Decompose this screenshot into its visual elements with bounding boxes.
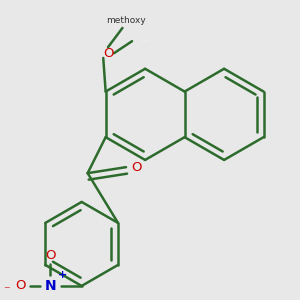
Text: O: O (103, 47, 113, 60)
Text: +: + (58, 270, 67, 280)
Text: O: O (15, 279, 26, 292)
Text: methoxy: methoxy (106, 16, 146, 25)
Text: methoxy: methoxy (143, 40, 149, 41)
Text: N: N (45, 279, 56, 293)
Text: O: O (132, 160, 142, 174)
Text: O: O (45, 249, 56, 262)
Text: ⁻: ⁻ (3, 284, 9, 297)
